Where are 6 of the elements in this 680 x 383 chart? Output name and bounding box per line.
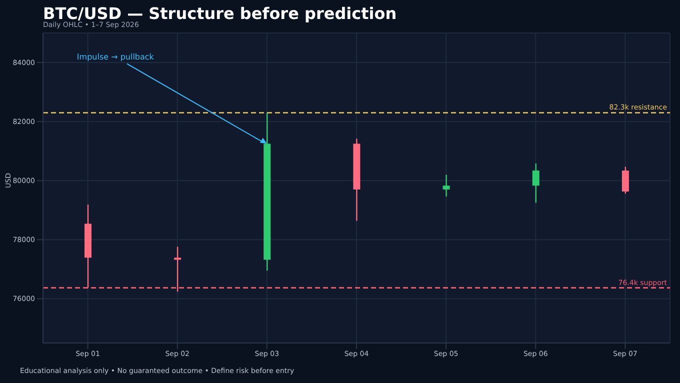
candlestick bbox=[174, 246, 182, 292]
chart-title: BTC/USD — Structure before prediction bbox=[43, 4, 397, 23]
annotation: Impulse → pullback bbox=[76, 52, 154, 62]
candlestick bbox=[532, 162, 540, 204]
candlestick bbox=[442, 174, 450, 198]
candlestick bbox=[622, 166, 629, 194]
